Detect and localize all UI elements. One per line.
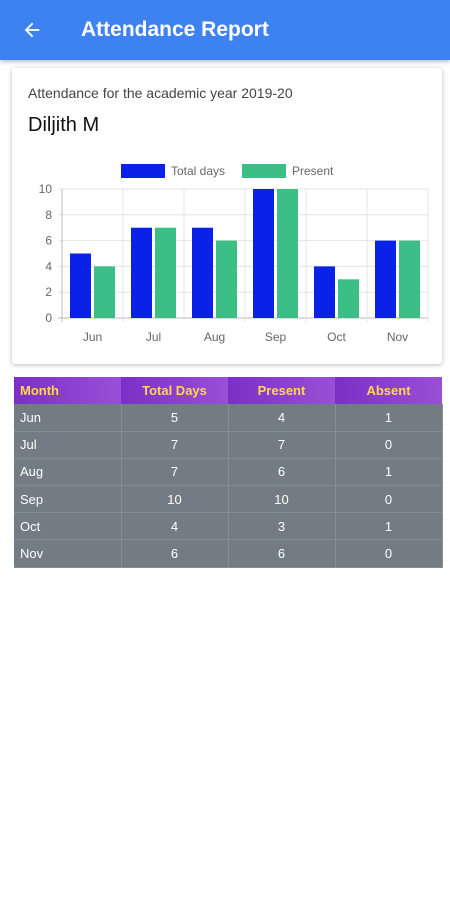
column-header-total-days: Total Days [121,377,228,404]
cell-absent: 1 [335,512,443,541]
bar-total-days-nov [375,240,396,318]
table-row: Aug 7 6 1 [14,458,443,487]
academic-year-label: Attendance for the academic year 2019-20 [28,85,293,101]
table-row: Sep 10 10 0 [14,485,443,514]
cell-absent: 1 [335,458,443,487]
cell-present: 6 [228,539,336,568]
arrow-left-icon [24,22,40,38]
legend-label: Present [292,164,334,178]
cell-absent: 0 [335,539,443,568]
attendance-table: Month Total Days Present Absent Jun 5 4 … [14,377,443,568]
student-name: Diljith M [28,114,100,136]
y-tick-label: 2 [45,285,52,299]
attendance-bar-chart: 0 2 4 6 8 10 Jun Jul Aug Sep Oct Nov Total days Prese… [39,164,429,344]
cell-present: 3 [228,512,336,541]
table-row: Jul 7 7 0 [14,431,443,459]
y-tick-label: 6 [45,234,52,248]
app-bar: Attendance Report [0,0,450,60]
y-tick-label: 8 [45,208,52,222]
bar-total-days-jun [70,253,91,318]
y-tick-label: 4 [45,259,52,273]
cell-month: Aug [14,458,122,487]
bar-present-jun [94,266,115,318]
cell-total-days: 7 [121,431,229,459]
cell-absent: 0 [335,431,443,459]
attendance-chart-card: Attendance for the academic year 2019-20… [12,68,442,364]
legend-swatch [242,164,286,178]
x-tick-label: Nov [387,330,408,344]
bar-present-jul [155,227,176,318]
cell-present: 10 [228,485,336,514]
page-title: Attendance Report [81,18,269,41]
x-tick-label: Jun [83,330,102,344]
cell-month: Jul [14,431,122,459]
y-tick-label: 10 [39,182,53,196]
bar-total-days-aug [192,227,213,318]
cell-month: Oct [14,512,122,541]
bar-present-oct [338,279,359,318]
table-header-row: Month Total Days Present Absent [14,377,442,404]
x-tick-label: Jul [146,330,161,344]
cell-total-days: 4 [121,512,229,541]
cell-month: Jun [14,404,122,432]
cell-present: 6 [228,458,336,487]
y-tick-label: 0 [45,311,52,325]
cell-total-days: 7 [121,458,229,487]
legend-label: Total days [171,164,225,178]
cell-present: 7 [228,431,336,459]
column-header-absent: Absent [335,377,442,404]
cell-month: Nov [14,539,122,568]
column-header-present: Present [228,377,335,404]
cell-total-days: 10 [121,485,229,514]
legend-swatch [121,164,165,178]
x-tick-label: Sep [265,330,287,344]
bar-total-days-jul [131,227,152,318]
cell-present: 4 [228,404,336,432]
x-tick-label: Oct [327,330,346,344]
bar-present-sep [277,189,298,318]
back-button[interactable] [0,0,64,60]
bar-present-nov [399,240,420,318]
cell-total-days: 6 [121,539,229,568]
cell-absent: 1 [335,404,443,432]
column-header-month: Month [14,377,121,404]
bar-present-aug [216,240,237,318]
x-tick-label: Aug [204,330,225,344]
table-row: Oct 4 3 1 [14,512,443,541]
cell-total-days: 5 [121,404,229,432]
bar-total-days-oct [314,266,335,318]
cell-absent: 0 [335,485,443,514]
cell-month: Sep [14,485,122,514]
table-row: Jun 5 4 1 [14,404,443,432]
bar-total-days-sep [253,189,274,318]
table-row: Nov 6 6 0 [14,539,443,568]
